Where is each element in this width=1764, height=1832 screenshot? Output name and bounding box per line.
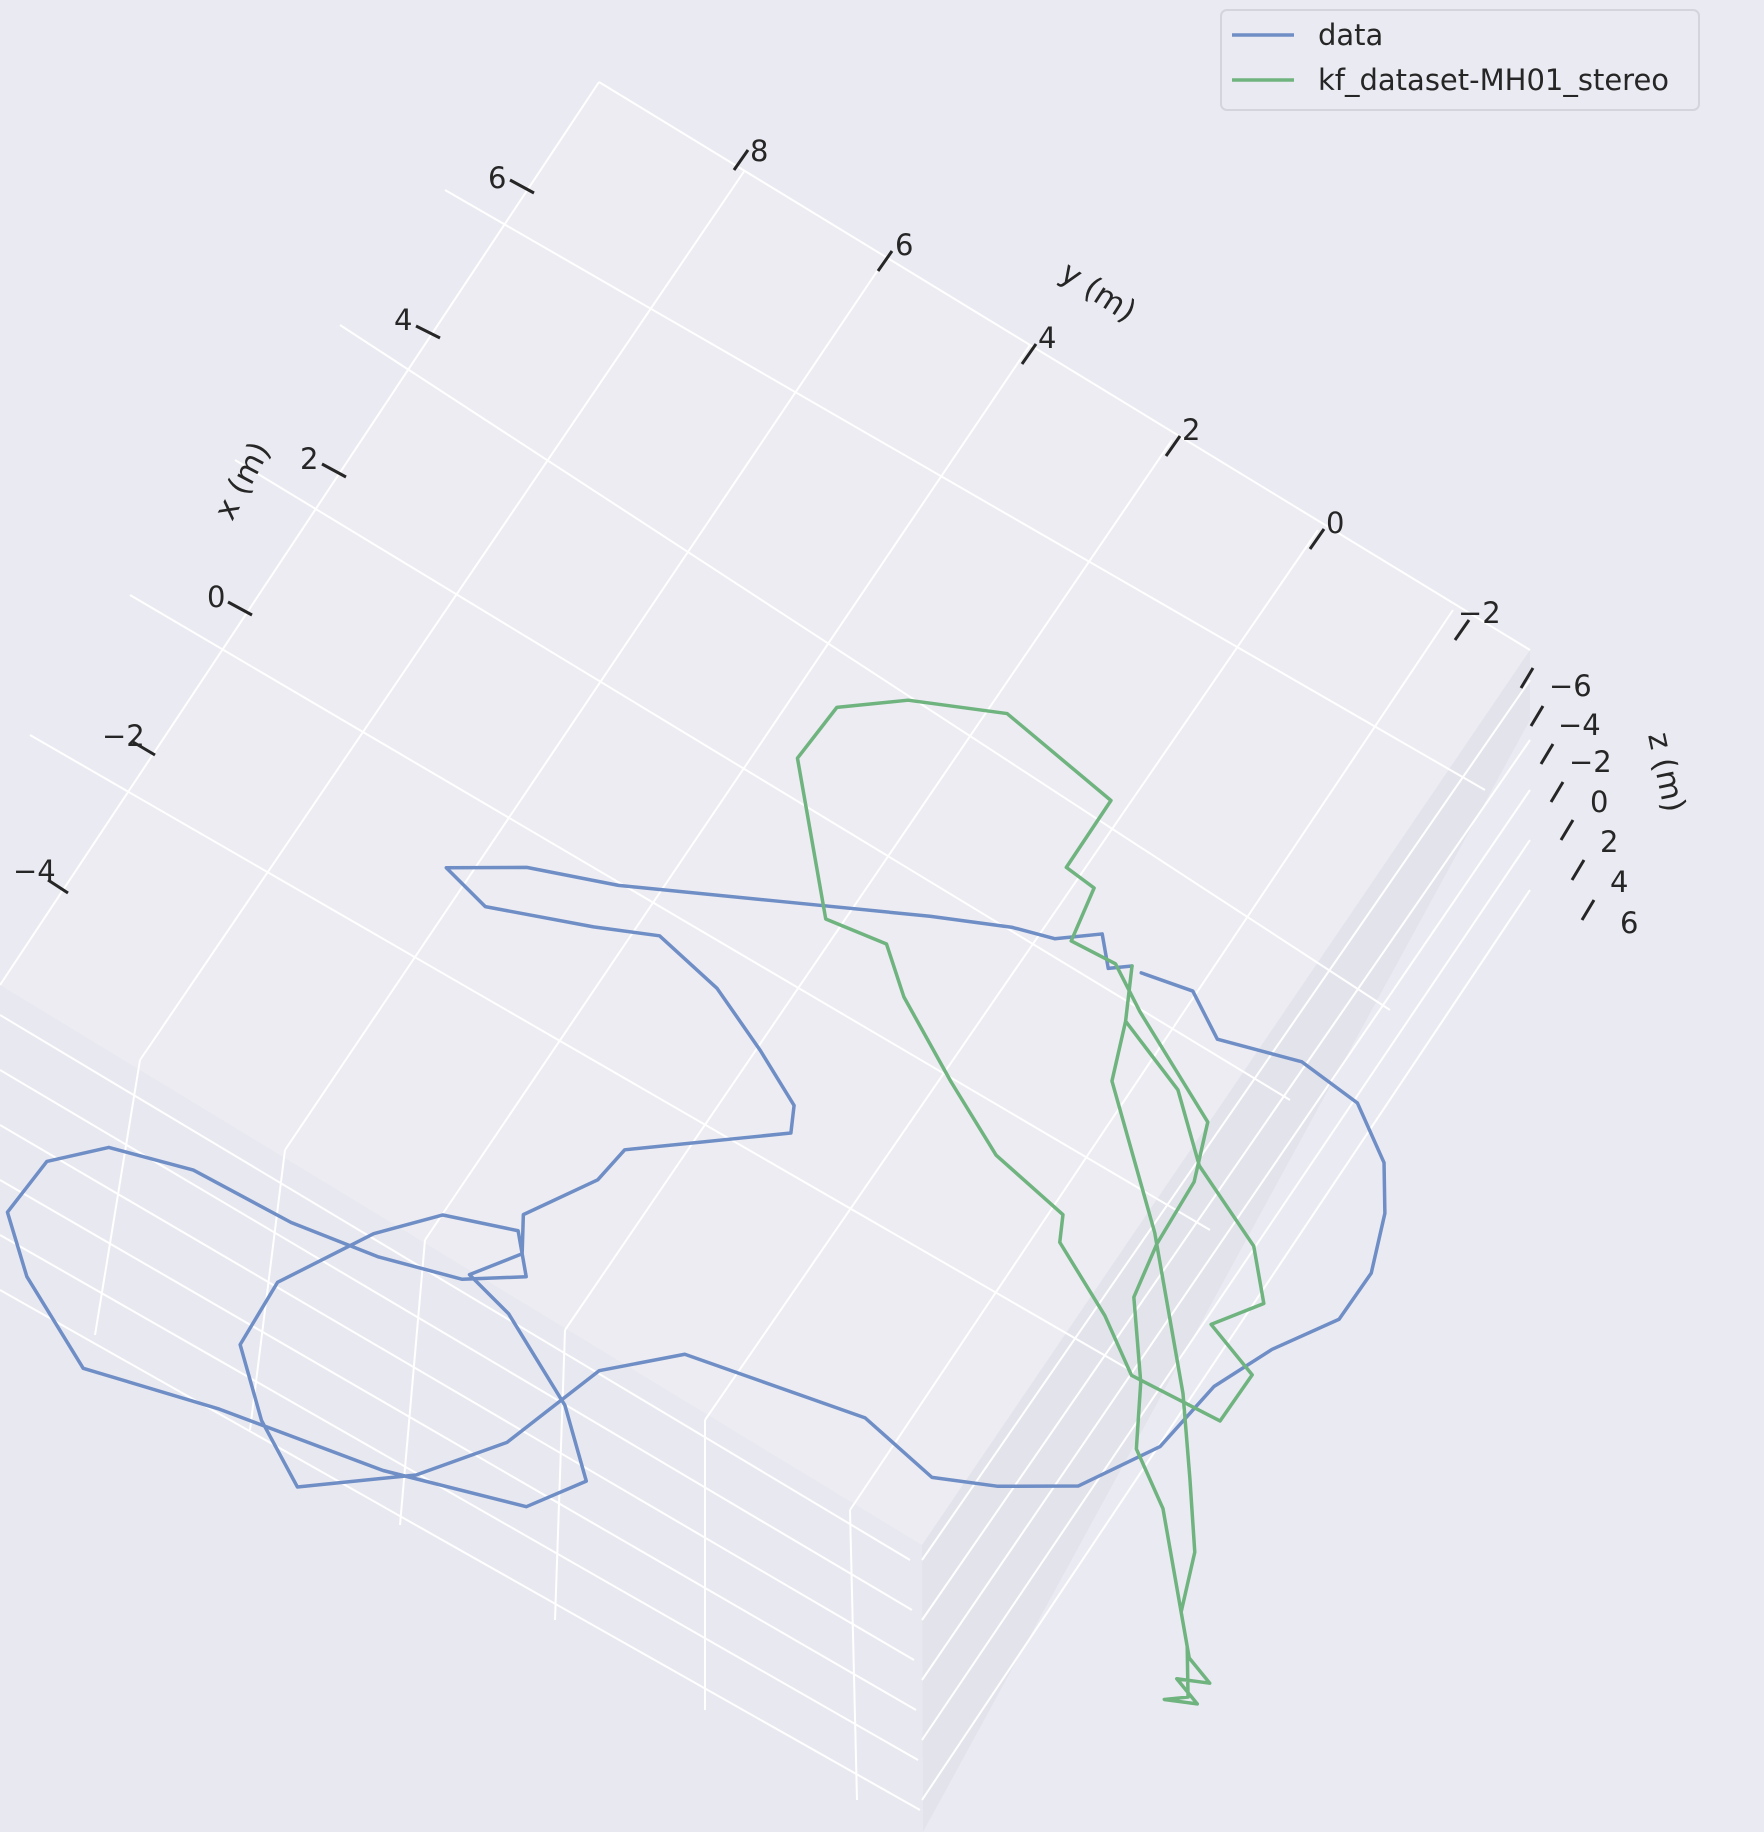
x-tick-label: 4 bbox=[394, 303, 412, 337]
y-tick-label: 2 bbox=[1182, 413, 1200, 447]
x-tick-label: −4 bbox=[13, 854, 56, 888]
x-tick-mark bbox=[132, 740, 156, 757]
x-tick-mark bbox=[47, 878, 69, 895]
tick-marks bbox=[47, 149, 1596, 921]
side-pane bbox=[922, 650, 1530, 1832]
y-tick-label: 0 bbox=[1326, 506, 1344, 540]
z-tick-mark bbox=[1529, 705, 1545, 727]
gridline bbox=[339, 324, 1391, 1011]
gridline bbox=[921, 789, 1531, 1681]
z-axis-label: z (m) bbox=[1640, 729, 1692, 815]
x-tick-label: 2 bbox=[300, 442, 318, 476]
gridline bbox=[0, 81, 600, 986]
legend: data kf_dataset-MH01_stereo bbox=[1220, 9, 1700, 111]
y-tick-label: 4 bbox=[1038, 321, 1056, 355]
y-axis-label: y (m) bbox=[1054, 255, 1143, 330]
gridline bbox=[249, 1149, 286, 1431]
y-tick-mark bbox=[1453, 619, 1471, 641]
legend-label-kf: kf_dataset-MH01_stereo bbox=[1318, 63, 1669, 97]
gridline bbox=[0, 1179, 917, 1711]
z-tick-label: −6 bbox=[1549, 669, 1592, 703]
gridline bbox=[424, 344, 1031, 1241]
gridline bbox=[564, 439, 1173, 1331]
y-tick-mark bbox=[1308, 528, 1326, 550]
z-tick-label: −2 bbox=[1569, 745, 1612, 779]
gridline bbox=[849, 609, 1454, 1511]
gridline bbox=[921, 839, 1531, 1741]
series-line-data bbox=[5, 865, 1387, 1509]
gridline bbox=[704, 529, 1319, 1421]
axis-panes bbox=[0, 82, 1530, 1832]
gridline bbox=[921, 679, 1531, 1561]
legend-box bbox=[1220, 9, 1700, 111]
gridline bbox=[849, 1509, 858, 1801]
gridline bbox=[598, 81, 1531, 651]
x-tick-mark bbox=[227, 600, 253, 617]
x-tick-labels: −4 −2 0 2 4 6 bbox=[13, 161, 506, 888]
z-tick-label: −4 bbox=[1558, 708, 1601, 742]
gridline bbox=[94, 1059, 141, 1336]
gridline bbox=[0, 1124, 915, 1661]
z-tick-labels: −6 −4 −2 0 2 4 6 bbox=[1549, 669, 1638, 940]
y-tick-mark bbox=[1020, 343, 1038, 365]
y-tick-mark bbox=[732, 149, 750, 171]
floor-pane bbox=[0, 82, 1530, 1545]
z-tick-mark bbox=[1570, 859, 1586, 881]
z-tick-label: 6 bbox=[1620, 906, 1638, 940]
z-tick-label: 4 bbox=[1610, 865, 1628, 899]
z-tick-label: 0 bbox=[1590, 785, 1608, 819]
z-tick-mark bbox=[1549, 781, 1565, 803]
front-pane bbox=[0, 985, 923, 1832]
gridline bbox=[0, 1234, 919, 1761]
z-tick-mark bbox=[1559, 819, 1575, 841]
gridline bbox=[444, 189, 1486, 791]
gridline bbox=[29, 734, 1131, 1371]
gridline bbox=[921, 739, 1531, 1621]
y-tick-mark bbox=[1164, 435, 1182, 457]
z-tick-mark bbox=[1519, 667, 1535, 689]
gridline bbox=[0, 1014, 911, 1561]
gridline bbox=[129, 594, 1211, 1231]
gridline bbox=[284, 254, 889, 1151]
gridline bbox=[0, 1289, 921, 1811]
z-tick-mark bbox=[1580, 899, 1596, 921]
x-tick-label: −2 bbox=[102, 719, 145, 753]
x-tick-mark bbox=[321, 462, 347, 479]
gridline bbox=[139, 169, 746, 1061]
x-tick-label: 0 bbox=[207, 580, 225, 614]
y-tick-label: 8 bbox=[750, 134, 768, 168]
gridline bbox=[554, 1329, 566, 1621]
series-line-kf bbox=[795, 698, 1266, 1706]
y-tick-label: 6 bbox=[895, 228, 913, 262]
x-tick-label: 6 bbox=[488, 161, 506, 195]
y-tick-labels: 8 6 4 2 0 −2 bbox=[750, 134, 1501, 630]
gridlines bbox=[0, 81, 1531, 1811]
gridline bbox=[234, 459, 1291, 1101]
z-tick-mark bbox=[1539, 743, 1555, 765]
y-tick-label: −2 bbox=[1458, 596, 1501, 630]
x-axis-label: x (m) bbox=[207, 436, 278, 526]
series-lines bbox=[5, 698, 1387, 1706]
x-tick-mark bbox=[509, 178, 535, 195]
x-tick-mark bbox=[415, 324, 441, 340]
y-tick-mark bbox=[876, 250, 894, 272]
z-tick-label: 2 bbox=[1600, 825, 1618, 859]
legend-label-data: data bbox=[1318, 18, 1383, 52]
